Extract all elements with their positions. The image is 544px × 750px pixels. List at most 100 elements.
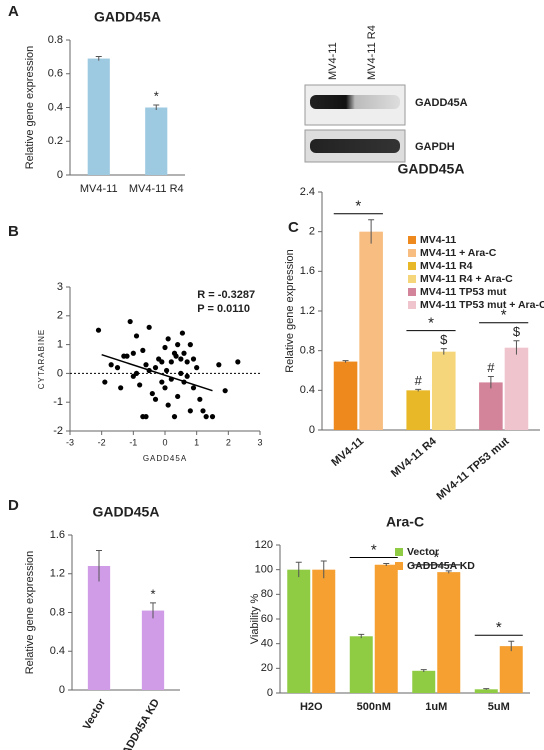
- y-tick-label: 1.2: [300, 305, 315, 317]
- y-tick-label: 0.8: [50, 606, 65, 618]
- bar: [359, 231, 383, 430]
- x-tick-label: 3: [257, 437, 262, 447]
- x-tick-label: Vector: [81, 696, 109, 732]
- point: [197, 396, 203, 402]
- y-tick-label: 60: [261, 613, 273, 625]
- point: [108, 362, 114, 368]
- point: [222, 388, 228, 394]
- legend-swatch: [408, 275, 416, 283]
- point: [178, 370, 184, 376]
- point: [175, 393, 181, 400]
- legend-label: GADD45A KD: [407, 560, 475, 572]
- point: [95, 327, 102, 333]
- legend-label: MV4-11 TP53 mut + Ara-C: [420, 299, 544, 311]
- bar: [87, 58, 110, 175]
- point: [159, 359, 165, 365]
- annotation: #: [487, 360, 495, 375]
- legend-swatch: [395, 562, 403, 570]
- x-tick-label: 0: [162, 437, 167, 447]
- y-tick-label: 20: [261, 662, 273, 674]
- y-axis-label: Relative gene expression: [24, 46, 36, 170]
- error-bar: [415, 388, 422, 392]
- western-blot: MV4-11 MV4-11 R4 GADD45A GAPDH: [304, 25, 468, 163]
- y-tick-label: 0.4: [300, 384, 315, 396]
- error-bar: [440, 348, 447, 355]
- legend-label: MV4-11 TP53 mut: [420, 286, 507, 298]
- legend-swatch: [408, 236, 416, 244]
- annotation: $: [440, 332, 448, 347]
- point: [173, 353, 179, 359]
- point: [190, 385, 197, 391]
- error-bar: [358, 633, 365, 639]
- point: [184, 359, 190, 365]
- legend-swatch: [408, 249, 416, 257]
- x-tick-label: 1uM: [425, 701, 447, 713]
- bar: [499, 646, 523, 693]
- bar: [141, 610, 165, 690]
- y-axis-label: Relative gene expression: [284, 249, 296, 373]
- point: [163, 367, 170, 374]
- point: [149, 390, 155, 397]
- x-tick-label: -2: [98, 437, 106, 447]
- error-bar: [342, 360, 349, 363]
- legend-label: MV4-11 R4: [420, 260, 473, 272]
- band-label: GAPDH: [415, 141, 455, 153]
- x-tick-label: -1: [129, 437, 137, 447]
- y-tick-label: -2: [53, 425, 63, 437]
- bar: [333, 361, 358, 430]
- y-tick-label: 1: [57, 339, 63, 351]
- blot-band: [310, 95, 400, 109]
- point: [137, 382, 143, 388]
- y-axis-label: Relative gene expression: [24, 551, 36, 675]
- point: [102, 379, 108, 385]
- y-tick-label: 0.2: [48, 135, 63, 147]
- panel-letter: C: [288, 219, 299, 236]
- bar: [437, 572, 461, 693]
- y-tick-label: 1.6: [300, 265, 315, 277]
- y-tick-label: 0.4: [50, 645, 65, 657]
- point: [114, 365, 121, 371]
- point: [190, 356, 197, 362]
- y-tick-label: 2: [57, 310, 63, 322]
- legend-label: MV4-11: [420, 234, 456, 246]
- y-tick-label: 3: [57, 281, 63, 293]
- x-tick-label: MV4-11 R4: [389, 435, 440, 480]
- y-tick-label: 40: [261, 638, 273, 650]
- y-axis-label: Viability %: [249, 594, 261, 645]
- error-bar: [420, 669, 427, 673]
- point: [165, 402, 171, 408]
- point: [194, 365, 200, 371]
- bar: [406, 390, 430, 430]
- y-tick-label: 0.6: [48, 68, 63, 80]
- annotation: $: [513, 324, 521, 339]
- x-tick-label: MV4-11: [80, 183, 118, 195]
- error-bar: [96, 550, 102, 582]
- point: [168, 359, 174, 365]
- annotation: P = 0.0110: [197, 303, 250, 315]
- point: [133, 333, 140, 339]
- bar: [504, 347, 529, 430]
- annotation: R = -0.3287: [197, 289, 255, 301]
- annotation: *: [355, 198, 361, 215]
- x-axis-label: GADD45A: [143, 454, 187, 463]
- panel-letter: B: [8, 223, 19, 240]
- bar: [474, 689, 498, 693]
- x-tick-label: H2O: [300, 701, 323, 713]
- chart-title: GADD45A: [94, 9, 161, 25]
- legend-label: MV4-11 + Ara-C: [420, 247, 497, 259]
- bar: [87, 566, 111, 690]
- point: [162, 385, 168, 391]
- bar: [374, 564, 398, 693]
- point: [165, 336, 171, 342]
- y-tick-label: -1: [53, 396, 63, 408]
- bar: [312, 569, 336, 693]
- point: [187, 408, 193, 414]
- point: [159, 379, 165, 385]
- point: [124, 353, 130, 359]
- y-tick-label: 0.4: [48, 101, 63, 113]
- y-tick-label: 2: [309, 226, 315, 238]
- panel-letter: A: [8, 3, 19, 20]
- error-bar: [295, 561, 302, 578]
- y-tick-label: 120: [255, 539, 273, 551]
- y-tick-label: 0.8: [300, 345, 315, 357]
